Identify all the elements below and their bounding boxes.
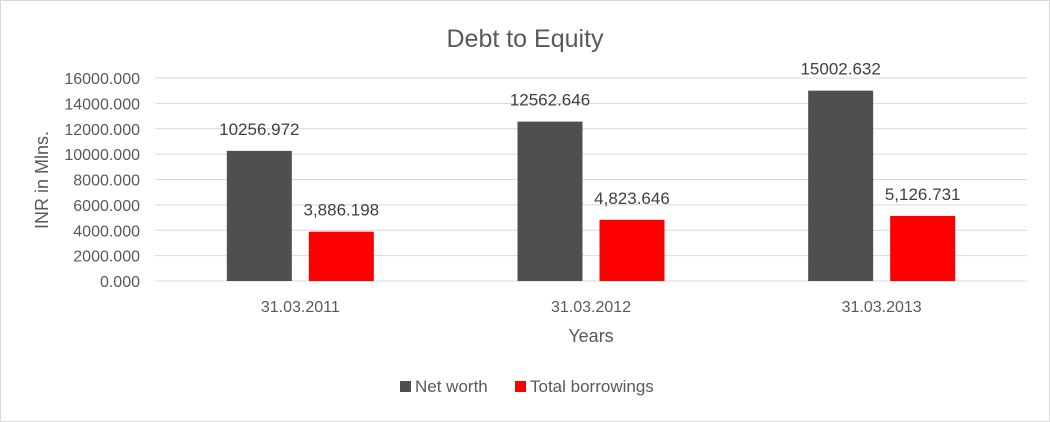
legend-swatch	[515, 381, 526, 392]
bars: 10256.972 3,886.198 12562.646 4,823.646 1500…	[219, 60, 961, 282]
bar-total-borrowings	[890, 215, 956, 281]
y-tick-label: 0.000	[100, 274, 140, 291]
y-tick-label: 10000.000	[64, 147, 140, 164]
bar-net-worth	[517, 121, 583, 282]
data-label: 15002.632	[800, 60, 880, 79]
gridlines	[155, 77, 1027, 282]
y-tick-label: 6000.000	[73, 198, 140, 215]
data-label: 4,823.646	[594, 189, 670, 208]
data-label: 12562.646	[510, 91, 590, 110]
data-label: 3,886.198	[304, 201, 380, 220]
y-tick-label: 2000.000	[73, 249, 140, 266]
y-tick-label: 8000.000	[73, 173, 140, 190]
x-tick-label: 31.03.2012	[551, 299, 631, 316]
x-tick-label: 31.03.2011	[261, 299, 340, 316]
x-axis-ticks: 31.03.2011 31.03.2012 31.03.2013	[261, 299, 922, 316]
chart-title: Debt to Equity	[446, 25, 604, 53]
legend: Net worth Total borrowings	[400, 377, 654, 396]
data-label: 10256.972	[219, 120, 299, 139]
y-tick-label: 14000.000	[64, 96, 140, 113]
data-label: 5,126.731	[885, 185, 961, 204]
bar-total-borrowings	[308, 231, 374, 281]
x-tick-label: 31.03.2013	[842, 299, 922, 316]
y-tick-label: 16000.000	[64, 71, 140, 88]
bar-net-worth	[808, 90, 874, 281]
legend-swatch	[400, 381, 411, 392]
y-axis-title: INR in Mlns.	[32, 131, 52, 229]
bar-total-borrowings	[599, 219, 665, 281]
legend-label: Net worth	[415, 377, 488, 396]
bar-net-worth	[226, 150, 292, 281]
y-tick-label: 12000.000	[64, 122, 140, 139]
y-tick-label: 4000.000	[73, 223, 140, 240]
y-axis-ticks: 0.000 2000.000 4000.000 6000.000 8000.000 100…	[64, 71, 140, 291]
x-axis-title: Years	[568, 326, 613, 346]
legend-label: Total borrowings	[530, 377, 654, 396]
